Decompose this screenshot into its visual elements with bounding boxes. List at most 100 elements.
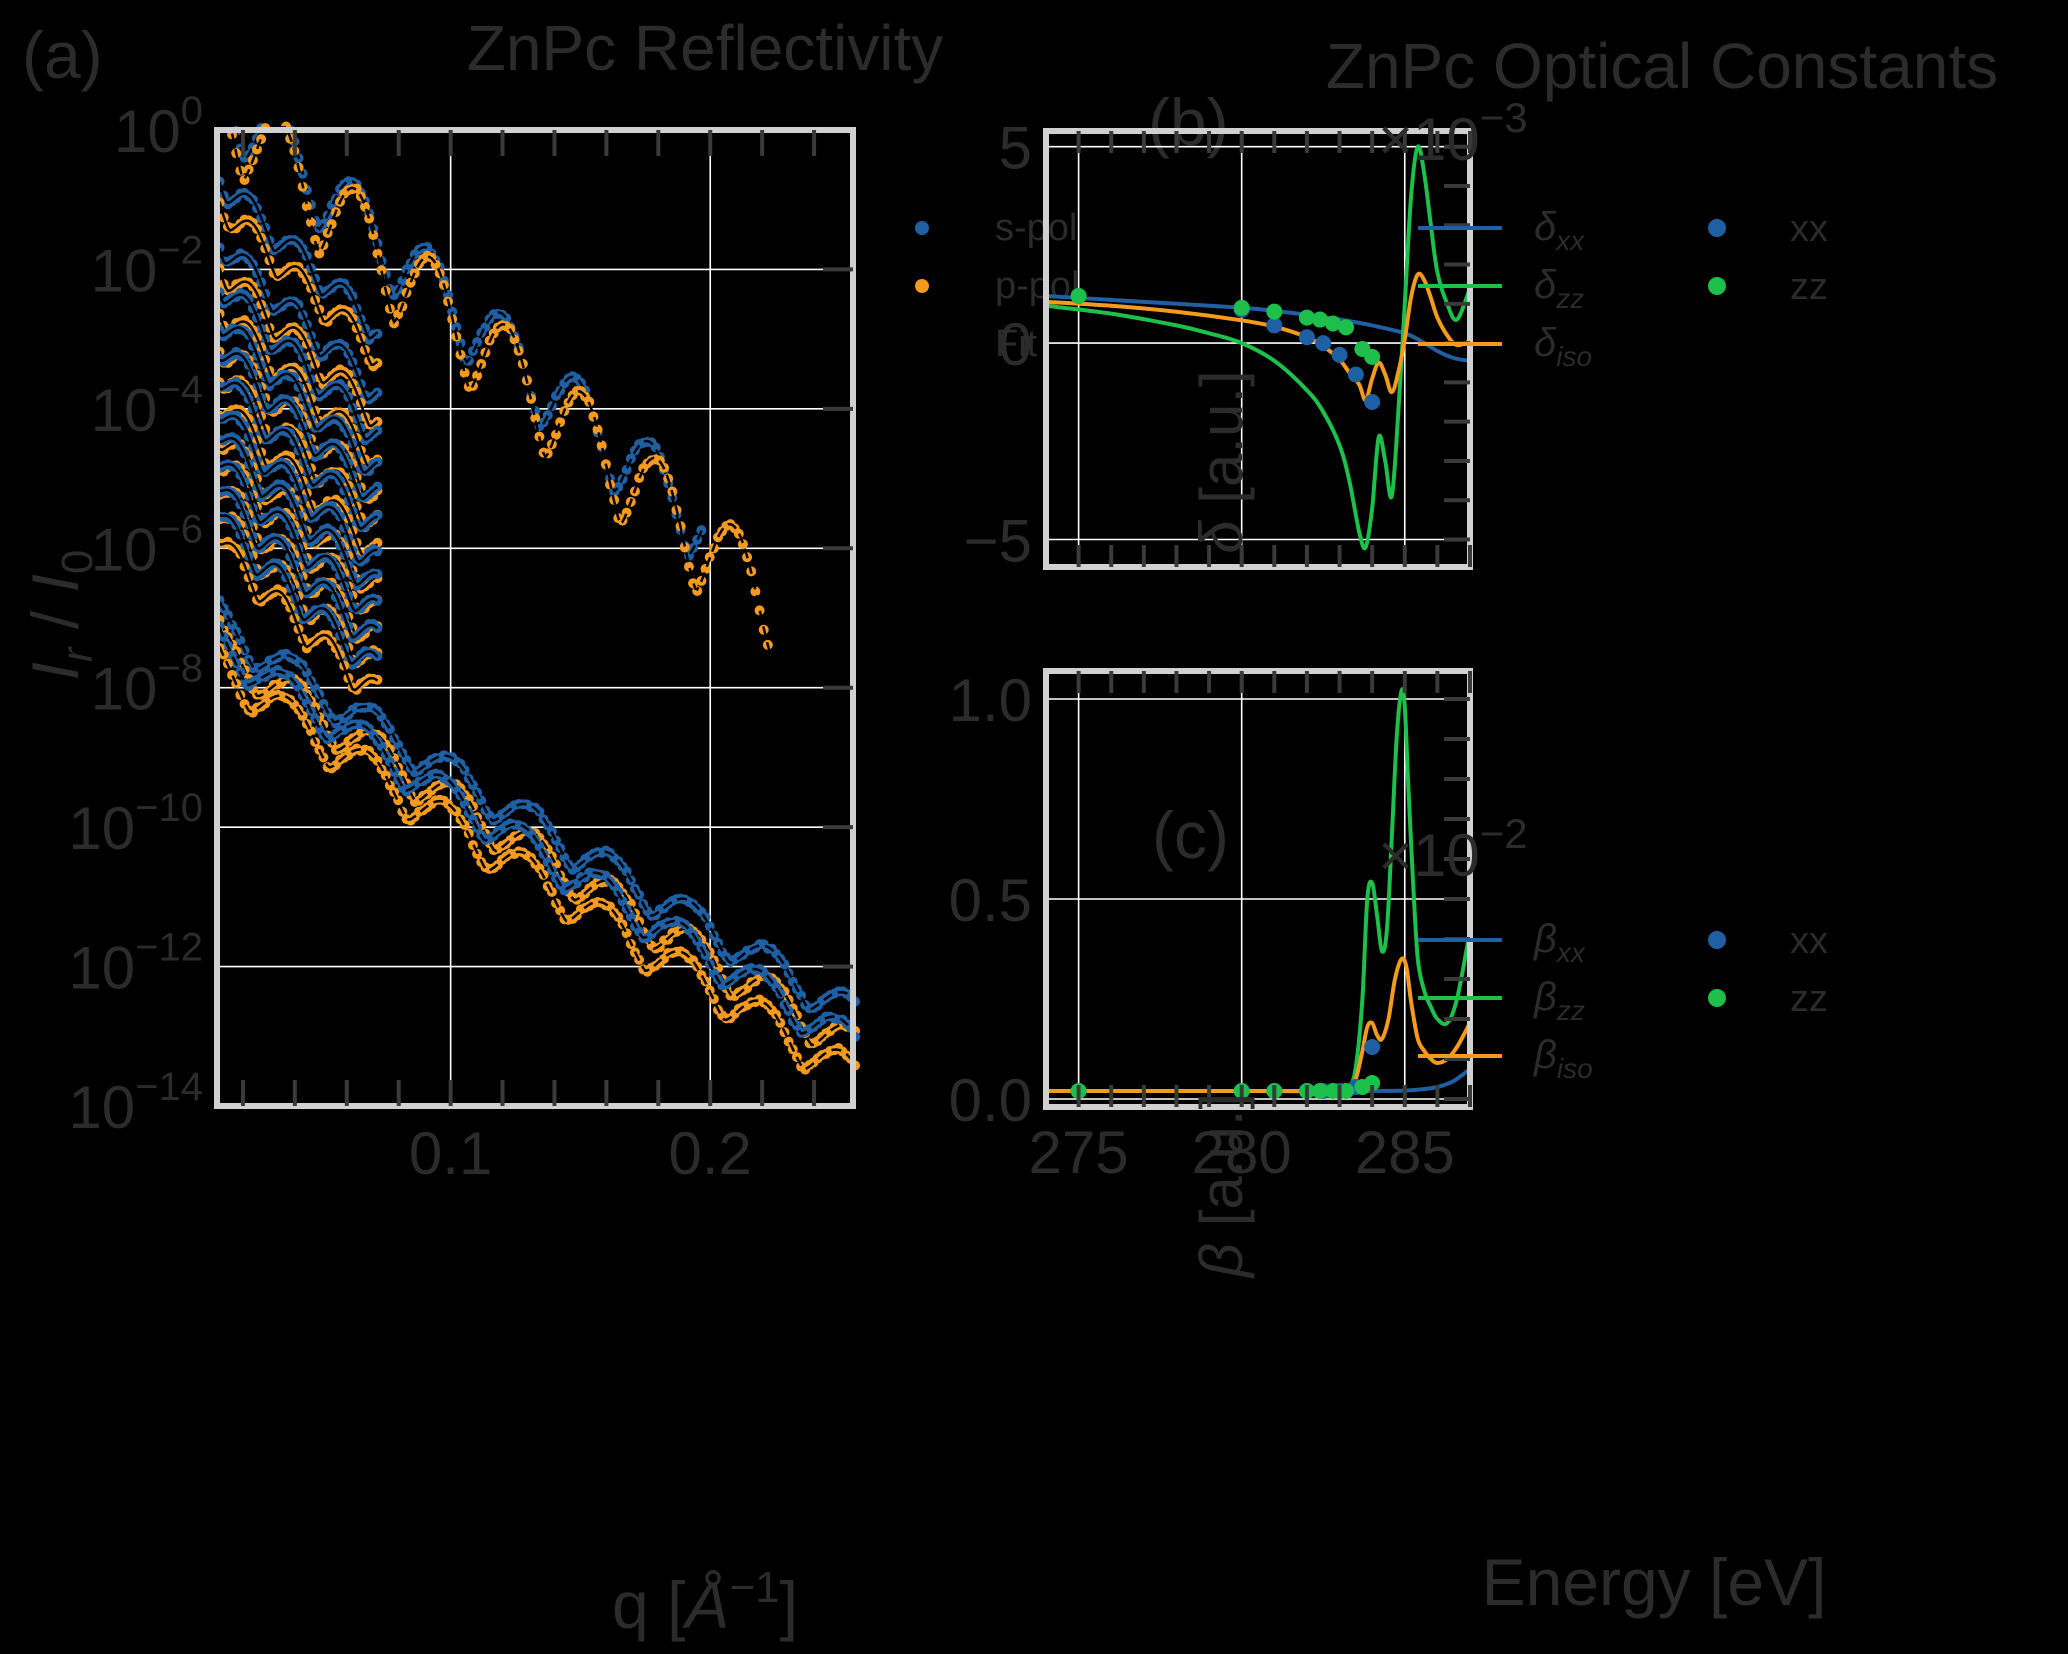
- s-pol-long-point: [467, 814, 478, 825]
- s-pol-main-point: [447, 306, 458, 317]
- p-pol-main-point: [596, 440, 607, 451]
- s-pol-long-fit: [218, 626, 857, 1036]
- s-pol-main-point: [692, 534, 703, 545]
- b-point-zz: [1233, 299, 1250, 316]
- a-legend-marker: [915, 221, 929, 235]
- a-frame: [214, 127, 856, 1109]
- a-xlabel: q [Å−1]: [612, 1563, 798, 1642]
- s-pol-main-point: [542, 410, 553, 421]
- p-pol-main-point: [301, 201, 312, 212]
- title-right: ZnPc Optical Constants: [1326, 30, 1998, 102]
- p-pol-main-point: [459, 367, 470, 378]
- s-pol-main-point: [621, 464, 632, 475]
- s-pol-main-point: [650, 442, 661, 453]
- p-pol-main-point: [359, 201, 370, 212]
- s-pol-long-point: [218, 631, 229, 642]
- b-series-δ_zz: [1045, 144, 1472, 551]
- p-pol-scan-point: [276, 586, 287, 597]
- b-plot-area: [1043, 128, 1473, 570]
- p-pol-main-point: [405, 277, 416, 288]
- s-pol-long-point: [796, 990, 807, 1001]
- a-xtick-label: 0.1: [409, 1120, 492, 1187]
- title-left: ZnPc Reflectivity: [467, 12, 944, 84]
- b-point-zz: [1338, 319, 1355, 336]
- p-pol-long-point: [555, 905, 566, 916]
- b-legend-marker: [1708, 219, 1726, 237]
- p-pol-long-point: [305, 726, 316, 737]
- p-pol-main-point: [256, 134, 267, 145]
- p-pol-main-point: [555, 417, 566, 428]
- c-point-xx: [1364, 1039, 1381, 1055]
- a-legend: s-pol p-pol Fit: [905, 207, 1080, 365]
- a-xtick-label: 0.2: [669, 1120, 752, 1187]
- p-pol-scan-fit: [218, 408, 379, 558]
- c-legend-marker: [1708, 989, 1726, 1007]
- a-plot-area: [214, 121, 861, 1109]
- s-pol-scan-fit: [219, 436, 378, 587]
- p-pol-main-point: [588, 411, 599, 422]
- p-pol-main-point: [310, 234, 321, 245]
- p-pol-scan-fit: [219, 541, 379, 692]
- p-pol-main-point: [683, 561, 694, 572]
- p-pol-main-point: [251, 144, 262, 155]
- c-point-zz: [1338, 1083, 1355, 1099]
- c-xtick-label: 275: [1029, 1119, 1129, 1186]
- s-pol-scan-fit: [219, 513, 379, 665]
- b-ytick-label: 5: [999, 115, 1032, 182]
- p-pol-scan-fit: [218, 312, 379, 468]
- p-pol-main-point: [592, 424, 603, 435]
- b-point-xx: [1315, 335, 1332, 352]
- s-pol-scan-point: [372, 569, 383, 580]
- c-ytick-label: 0.0: [949, 1067, 1032, 1134]
- p-pol-scan-fit: [218, 379, 379, 528]
- s-pol-scan-fit: [218, 181, 379, 340]
- b-point-zz: [1311, 311, 1328, 328]
- b-ylabel: δ [a.u.]: [1188, 370, 1255, 553]
- a-legend-label: p-pol: [995, 265, 1080, 307]
- b-point-xx: [1298, 329, 1315, 346]
- c-xlabel: Energy [eV]: [1482, 1545, 1827, 1619]
- p-pol-scan-fit: [218, 201, 379, 366]
- c-legend-marker: [1708, 931, 1726, 949]
- p-pol-main-point: [737, 539, 748, 550]
- p-pol-main-point: [314, 248, 325, 259]
- s-pol-long-fit: [218, 600, 857, 1011]
- p-pol-main-point: [509, 334, 520, 345]
- p-pol-main-point: [530, 413, 541, 424]
- b-ytick-label: 0: [999, 311, 1032, 378]
- p-pol-main-point: [704, 552, 715, 563]
- a-ylabel: Ir / I0: [18, 550, 102, 681]
- s-pol-scan-fit: [219, 462, 379, 613]
- p-pol-main-fit: [230, 125, 772, 653]
- s-pol-main-point: [625, 453, 636, 464]
- b-point-zz: [1298, 309, 1315, 326]
- c-ytick-label: 0.5: [949, 867, 1032, 934]
- b-ticks: −5 0 5: [964, 115, 1472, 575]
- p-pol-main-point: [634, 472, 645, 483]
- c-ytick-label: 1.0: [949, 667, 1032, 734]
- p-pol-main-point: [368, 230, 379, 241]
- p-pol-long-point: [621, 928, 632, 939]
- p-pol-main-point: [364, 213, 375, 224]
- b-legend-label: xx: [1790, 208, 1828, 250]
- s-pol-scan-fit: [218, 247, 379, 401]
- s-pol-long-point: [617, 896, 628, 907]
- s-pol-long-point: [621, 866, 632, 877]
- s-pol-long-point: [227, 650, 238, 661]
- b-legend-label: zz: [1790, 266, 1828, 308]
- s-pol-long-point: [459, 798, 470, 809]
- s-pol-main-point: [472, 337, 483, 348]
- c-ticks: 275 280 285 0.0 0.5 1.0: [949, 667, 1472, 1186]
- b-point-zz: [1070, 287, 1087, 304]
- c-point-zz: [1364, 1075, 1381, 1091]
- s-pol-long-point: [704, 921, 715, 932]
- b-point-zz: [1325, 315, 1342, 332]
- panel-a-label: (a): [22, 18, 103, 92]
- a-legend-marker: [915, 279, 929, 293]
- b-frame: [1043, 128, 1473, 570]
- s-pol-main-fit: [234, 128, 705, 557]
- p-pol-main-point: [305, 217, 316, 228]
- s-pol-scan-fit: [219, 381, 378, 531]
- c-ylabel: β [a.u.]: [1188, 1093, 1255, 1279]
